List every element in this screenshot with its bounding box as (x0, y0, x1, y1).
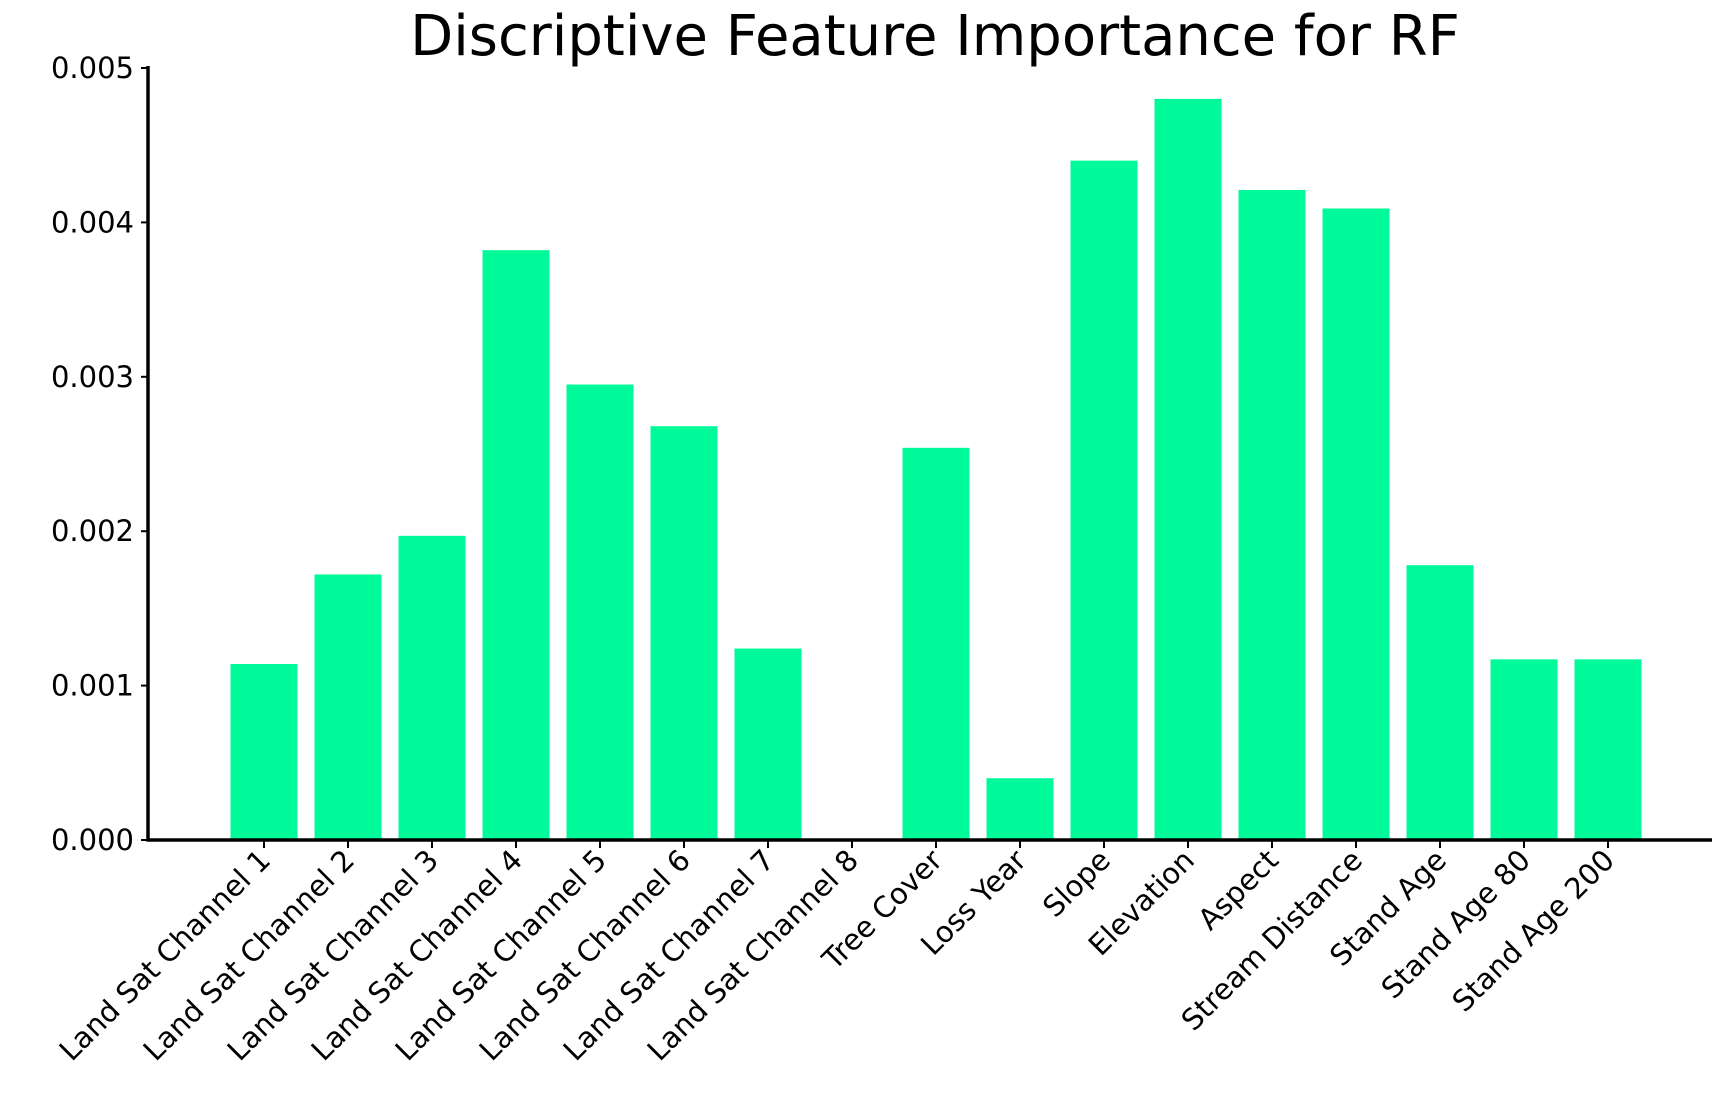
y-tick-label: 0.001 (51, 669, 134, 703)
bar-slope (1070, 160, 1138, 840)
bar-stream-distance (1322, 208, 1390, 840)
y-tick-label: 0.002 (51, 514, 134, 548)
y-axis: 0.000 0.001 0.002 0.003 0.004 0.005 (51, 51, 150, 857)
bar-loss-year (986, 778, 1054, 840)
bar-stand-age (1406, 565, 1474, 840)
chart-title: Discriptive Feature Importance for RF (410, 4, 1460, 69)
y-tick-label: 0.005 (51, 51, 134, 85)
bar-land-sat-channel-4 (482, 250, 550, 840)
bar-land-sat-channel-3 (398, 535, 466, 840)
bar-stand-age-80 (1490, 659, 1558, 840)
x-tick-label: Stand Age 80 (1374, 843, 1536, 1005)
bar-land-sat-channel-5 (566, 384, 634, 840)
bars-group (230, 98, 1642, 840)
bar-aspect (1238, 189, 1306, 840)
y-tick-label: 0.003 (51, 360, 134, 394)
bar-elevation (1154, 98, 1222, 840)
bar-land-sat-channel-6 (650, 426, 718, 840)
bar-land-sat-channel-2 (314, 574, 382, 840)
bar-land-sat-channel-7 (734, 648, 802, 840)
bar-tree-cover (902, 447, 970, 840)
bar-land-sat-channel-1 (230, 663, 298, 840)
x-tick-label: Slope (1036, 843, 1117, 924)
y-tick-label: 0.004 (51, 205, 134, 239)
bar-stand-age-200 (1574, 659, 1642, 840)
y-tick-label: 0.000 (51, 823, 134, 857)
